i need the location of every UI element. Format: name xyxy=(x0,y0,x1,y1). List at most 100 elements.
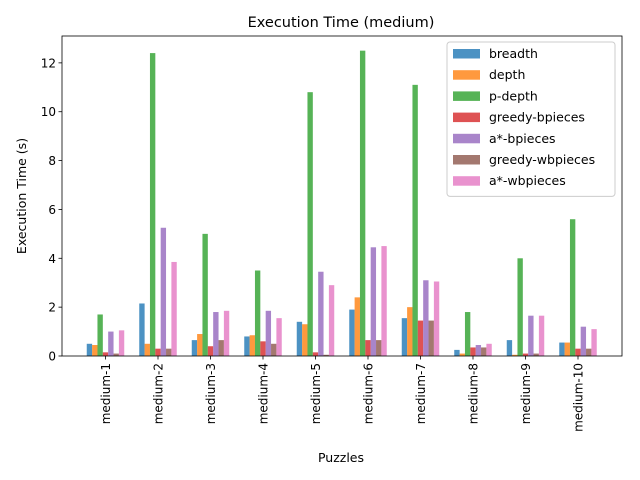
bar-p-depth-medium-9 xyxy=(517,258,523,356)
x-tick-label: medium-7 xyxy=(414,363,428,424)
legend-swatch xyxy=(453,176,480,186)
x-tick-label: medium-1 xyxy=(99,363,113,424)
legend-label: breadth xyxy=(489,46,538,61)
bar-p-depth-medium-4 xyxy=(254,270,261,356)
bar-greedy-bpieces-medium-8 xyxy=(470,347,476,356)
bars-group xyxy=(86,50,597,357)
bar-greedy-bpieces-medium-2 xyxy=(155,348,161,356)
bar-greedy-wbpieces-medium-5 xyxy=(323,354,329,356)
bar-greedy-bpieces-medium-10 xyxy=(575,348,581,356)
bar-a-wbpieces-medium-10 xyxy=(591,329,597,356)
y-tick-label: 0 xyxy=(48,350,56,364)
bar-greedy-bpieces-medium-1 xyxy=(102,352,109,356)
bar-a-wbpieces-medium-7 xyxy=(433,281,440,356)
bar-a-bpieces-medium-10 xyxy=(580,326,587,356)
bar-a-bpieces-medium-1 xyxy=(108,331,114,356)
bar-greedy-wbpieces-medium-4 xyxy=(271,343,277,356)
bar-p-depth-medium-3 xyxy=(202,233,208,356)
legend-label: a*-wbpieces xyxy=(489,173,566,188)
bar-p-depth-medium-8 xyxy=(464,312,471,356)
legend-label: a*-bpieces xyxy=(489,131,556,146)
chart-title: Execution Time (medium) xyxy=(248,15,435,31)
bar-a-wbpieces-medium-2 xyxy=(171,261,177,356)
x-tick-label: medium-6 xyxy=(362,363,376,424)
bar-greedy-wbpieces-medium-7 xyxy=(428,320,434,356)
legend-label: greedy-wbpieces xyxy=(489,152,595,167)
bar-greedy-wbpieces-medium-1 xyxy=(113,353,119,356)
x-tick-label: medium-2 xyxy=(152,363,166,424)
bar-a-wbpieces-medium-6 xyxy=(381,246,387,356)
bar-greedy-bpieces-medium-6 xyxy=(365,340,371,356)
bar-a-bpieces-medium-7 xyxy=(423,280,429,356)
bar-a-bpieces-medium-6 xyxy=(370,247,377,356)
bar-depth-medium-8 xyxy=(459,353,465,356)
bar-p-depth-medium-6 xyxy=(359,50,366,356)
y-tick-label: 8 xyxy=(48,154,56,168)
bar-greedy-wbpieces-medium-2 xyxy=(166,348,172,356)
bar-depth-medium-5 xyxy=(302,324,308,356)
bar-depth-medium-2 xyxy=(144,343,150,356)
legend-label: greedy-bpieces xyxy=(489,110,585,125)
bar-breadth-medium-2 xyxy=(139,303,145,356)
bar-breadth-medium-8 xyxy=(454,349,460,356)
bar-greedy-wbpieces-medium-6 xyxy=(376,340,382,356)
legend-swatch xyxy=(453,133,480,144)
legend-swatch xyxy=(453,91,480,101)
bar-a-bpieces-medium-3 xyxy=(213,312,219,356)
legend-swatch xyxy=(453,49,480,59)
bar-a-bpieces-medium-4 xyxy=(265,310,272,356)
bar-depth-medium-9 xyxy=(512,354,518,356)
legend: breadth depth p-depth greedy-bpieces a*-bpie… xyxy=(446,41,616,197)
bar-breadth-medium-4 xyxy=(244,336,250,356)
y-tick-label: 4 xyxy=(48,252,56,266)
bar-depth-medium-3 xyxy=(197,334,203,356)
bar-a-wbpieces-medium-8 xyxy=(486,343,492,356)
bar-depth-medium-10 xyxy=(564,342,570,356)
bar-breadth-medium-9 xyxy=(506,340,513,356)
bar-depth-medium-1 xyxy=(92,345,98,356)
bar-a-wbpieces-medium-3 xyxy=(223,310,230,356)
y-tick-label: 6 xyxy=(48,203,56,217)
bar-greedy-bpieces-medium-7 xyxy=(417,320,424,356)
y-tick-label: 2 xyxy=(48,301,56,315)
bar-a-bpieces-medium-2 xyxy=(160,227,167,356)
bar-a-bpieces-medium-8 xyxy=(475,345,482,356)
bar-breadth-medium-10 xyxy=(559,342,565,356)
bar-a-bpieces-medium-5 xyxy=(318,271,324,356)
bar-greedy-wbpieces-medium-8 xyxy=(481,347,487,356)
legend-label: depth xyxy=(489,67,525,82)
bar-breadth-medium-5 xyxy=(296,321,303,356)
x-tick-label: medium-3 xyxy=(204,363,218,424)
legend-box xyxy=(446,41,616,197)
x-tick-label: medium-4 xyxy=(257,363,271,424)
bar-breadth-medium-6 xyxy=(349,309,355,356)
axes-group: 0 2 4 6 8 10 12 medium-1 medium-2 medium-3 medium-… xyxy=(41,35,623,432)
y-tick-label: 10 xyxy=(41,105,56,119)
x-tick-label: medium-8 xyxy=(467,363,481,424)
legend-swatch xyxy=(453,70,480,80)
bar-breadth-medium-1 xyxy=(86,343,93,356)
bar-p-depth-medium-7 xyxy=(412,84,418,356)
bar-p-depth-medium-1 xyxy=(97,314,103,356)
bar-greedy-bpieces-medium-3 xyxy=(207,346,214,356)
bar-a-wbpieces-medium-5 xyxy=(328,285,335,356)
bar-breadth-medium-3 xyxy=(191,340,198,356)
bar-a-wbpieces-medium-1 xyxy=(118,330,125,356)
bar-greedy-wbpieces-medium-9 xyxy=(533,353,539,356)
plot-frame xyxy=(61,35,623,357)
bar-breadth-medium-7 xyxy=(401,318,408,356)
x-axis-label: Puzzles xyxy=(318,450,364,465)
legend-label: p-depth xyxy=(489,88,538,103)
bar-greedy-wbpieces-medium-3 xyxy=(218,340,224,356)
legend-swatch xyxy=(453,155,480,165)
bar-greedy-bpieces-medium-5 xyxy=(312,352,319,356)
bar-p-depth-medium-5 xyxy=(307,92,313,357)
bar-depth-medium-6 xyxy=(354,297,360,356)
x-tick-label: medium-10 xyxy=(572,363,586,432)
bar-p-depth-medium-10 xyxy=(569,219,576,356)
bar-depth-medium-4 xyxy=(249,335,255,356)
x-tick-label: medium-5 xyxy=(309,363,323,424)
y-axis-label: Execution Time (s) xyxy=(14,138,29,254)
bar-depth-medium-7 xyxy=(407,307,413,356)
